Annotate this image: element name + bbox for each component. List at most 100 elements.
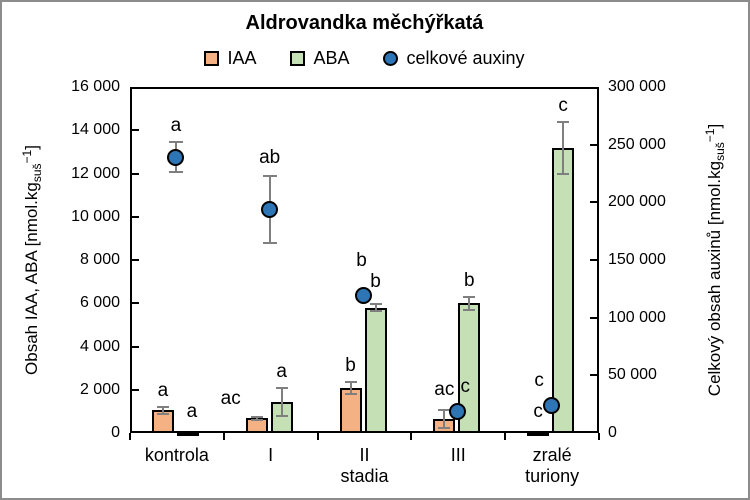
right-axis-tick-label: 200 000	[608, 193, 666, 211]
category-label: zralé	[532, 445, 572, 465]
right-axis-tick-label: 150 000	[608, 251, 666, 268]
legend: IAA ABA celkové auxiny	[120, 48, 609, 69]
error-bar-cap	[438, 426, 451, 429]
sig-letter: c	[558, 94, 568, 116]
left-axis-tick-label: 16 000	[71, 78, 120, 95]
error-bar-cap	[463, 308, 476, 311]
sig-letter: b	[370, 271, 381, 293]
chart-title: Aldrovandka měchýřkatá	[245, 12, 484, 34]
error-bar-cap	[168, 141, 183, 144]
error-bar-cap	[344, 392, 357, 395]
left-axis-tick	[132, 215, 139, 218]
left-axis-tick-label: 6 000	[79, 294, 120, 312]
right-axis-tick	[590, 374, 597, 377]
category-label: stadia	[340, 466, 389, 486]
sig-letter: c	[460, 375, 471, 397]
legend-item-aba: ABA	[290, 48, 349, 69]
sig-letter: ac	[434, 379, 455, 401]
error-bar	[468, 296, 471, 310]
error-bar-cap	[262, 174, 277, 177]
bar-iaa	[527, 432, 550, 437]
legend-label-aba: ABA	[313, 48, 350, 68]
left-axis-tick-label: 0	[111, 424, 120, 441]
legend-label-iaa: IAA	[227, 48, 257, 68]
data-point-auxiny	[448, 402, 466, 420]
sig-letter: b	[464, 269, 475, 291]
error-bar-cap	[156, 412, 169, 415]
sig-letter: c	[533, 401, 543, 423]
category-label: III	[450, 445, 466, 465]
bar-aba	[176, 431, 199, 436]
data-point-auxiny	[167, 148, 185, 166]
left-axis-tick-label: 12 000	[71, 164, 120, 182]
left-axis-tick-label: 8 000	[79, 251, 120, 268]
sig-letter: c	[534, 369, 544, 391]
iaa-swatch-icon	[204, 51, 220, 66]
left-axis-tick	[132, 172, 139, 175]
error-bar-cap	[557, 172, 570, 175]
error-bar-cap	[463, 295, 476, 298]
right-axis-tick-label: 300 000	[608, 78, 666, 95]
right-axis-tick	[590, 143, 597, 146]
sig-letter: ac	[220, 387, 241, 409]
error-bar-cap	[369, 303, 382, 306]
error-bar-cap	[262, 241, 277, 244]
error-bar-cap	[344, 380, 357, 383]
left-axis-tick-label: 2 000	[79, 380, 120, 398]
right-axis-tick	[590, 201, 597, 204]
error-bar-cap	[438, 409, 451, 412]
category-label: turiony	[525, 466, 580, 486]
error-bar	[374, 304, 377, 311]
sig-letter: a	[276, 360, 287, 382]
error-bar-cap	[156, 406, 169, 409]
right-axis-tick-label: 0	[608, 424, 617, 441]
right-axis-tick-label: 50 000	[608, 366, 657, 384]
right-axis-tick	[590, 259, 597, 261]
error-bar	[255, 416, 258, 421]
left-axis-tick-label: 10 000	[71, 207, 120, 225]
data-point-auxiny	[355, 286, 372, 304]
auxiny-swatch-icon	[383, 51, 399, 66]
aba-swatch-icon	[290, 51, 306, 66]
left-axis-tick-label: 4 000	[79, 337, 120, 355]
left-axis-tick-label: 14 000	[71, 121, 120, 139]
error-bar-cap	[275, 414, 288, 417]
sig-letter: b	[345, 354, 356, 376]
right-axis-tick-label: 250 000	[608, 135, 666, 153]
right-axis-tick-label: 100 000	[608, 308, 666, 326]
category-label: I	[268, 445, 274, 465]
right-axis-title: Celkový obsah auxinů [nmol.kgsuš−1]	[703, 123, 727, 397]
category-label: kontrola	[144, 445, 209, 465]
left-axis-tick	[132, 388, 139, 391]
error-bar-cap	[369, 309, 382, 312]
error-bar	[443, 410, 446, 428]
data-point-auxiny	[542, 396, 560, 414]
data-point-auxiny	[261, 200, 279, 218]
legend-item-auxiny: celkové auxiny	[383, 48, 525, 69]
sig-letter: ab	[259, 146, 281, 168]
x-axis-tick	[504, 433, 507, 440]
sig-letter: a	[157, 380, 169, 402]
left-axis-tick	[132, 345, 139, 348]
x-axis-tick	[410, 433, 413, 440]
sig-letter: a	[170, 115, 182, 137]
error-bar	[280, 387, 283, 416]
left-axis-tick	[132, 259, 139, 261]
error-bar	[161, 407, 164, 414]
sig-letter: a	[186, 400, 198, 422]
error-bar-cap	[557, 120, 570, 123]
error-bar-cap	[168, 171, 183, 174]
category-label: II	[359, 445, 370, 465]
right-axis-tick	[590, 316, 597, 319]
error-bar-cap	[275, 386, 288, 389]
legend-label-auxiny: celkové auxiny	[406, 48, 525, 68]
left-axis-tick	[132, 129, 139, 132]
legend-item-iaa: IAA	[204, 48, 256, 69]
x-axis-tick	[129, 433, 131, 440]
error-bar-cap	[250, 419, 263, 422]
x-axis-tick	[316, 433, 319, 440]
error-bar	[349, 381, 352, 394]
x-axis-tick	[222, 433, 225, 440]
error-bar-cap	[250, 415, 263, 418]
